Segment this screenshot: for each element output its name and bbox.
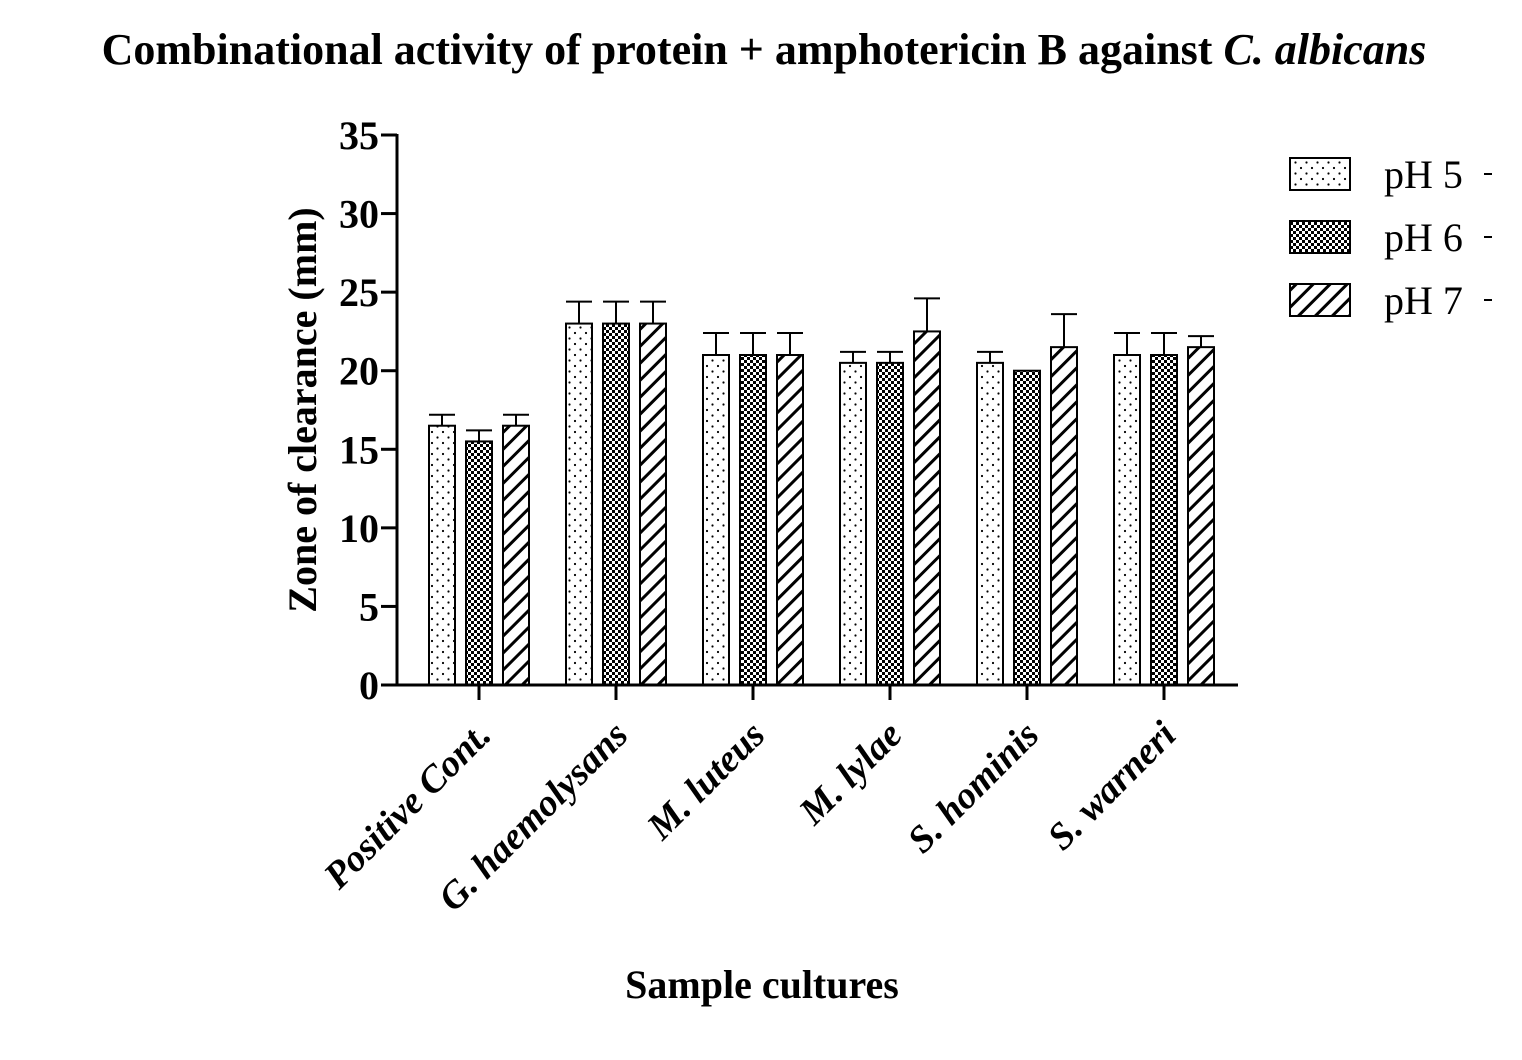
category-group [839, 297, 941, 686]
bar [702, 354, 730, 686]
bar-group [976, 350, 1004, 686]
legend-item: pH 7 [1289, 278, 1492, 323]
bar-group [502, 413, 530, 686]
bar-group [876, 350, 904, 686]
bar-group [1113, 332, 1141, 686]
bar-group [1187, 335, 1215, 686]
y-tick-label: 5 [359, 584, 379, 629]
category-group [565, 300, 667, 686]
y-axis: 0 5 10 15 20 25 30 35 [339, 113, 399, 708]
bar [913, 330, 941, 686]
y-axis-label: Zone of clearance (mm) [280, 207, 325, 612]
y-tick-label: 0 [359, 663, 379, 708]
bar-group [839, 350, 867, 686]
legend-label: pH 5 [1384, 152, 1463, 197]
bar-group [1050, 313, 1078, 686]
bar [876, 361, 904, 686]
bar [639, 322, 667, 686]
bar [739, 354, 767, 686]
y-tick-label: 20 [339, 349, 379, 394]
y-tick-label: 15 [339, 427, 379, 472]
y-tick-label: 25 [339, 270, 379, 315]
chart-title-main: Combinational activity of protein + amph… [102, 25, 1224, 74]
legend-swatch [1289, 220, 1351, 254]
legend: pH 5 pH 6 pH 7 [1289, 152, 1492, 323]
x-tick-label: S. warneri [1040, 713, 1185, 858]
bar [465, 440, 493, 686]
legend-label: pH 6 [1384, 215, 1463, 260]
x-axis-label: Sample cultures [625, 962, 899, 1007]
bar [1050, 346, 1078, 686]
legend-item: pH 6 [1289, 215, 1492, 260]
x-tick-label: M. luteus [638, 714, 773, 849]
category-group [1113, 332, 1215, 686]
y-tick-label: 30 [339, 192, 379, 237]
bar-group [913, 297, 941, 686]
category-group [976, 313, 1078, 686]
bar-group [702, 332, 730, 686]
bar [602, 322, 630, 686]
bar [1113, 354, 1141, 686]
bar [502, 424, 530, 686]
legend-swatch [1289, 283, 1351, 317]
bar-group [639, 300, 667, 686]
chart-title: Combinational activity of protein + amph… [102, 25, 1427, 74]
bar-group [602, 300, 630, 686]
bar-group [1150, 332, 1178, 686]
y-tick-label: 35 [339, 113, 379, 158]
bar [1187, 346, 1215, 686]
bar-group [565, 300, 593, 686]
legend-swatch [1289, 157, 1351, 191]
x-tick-label: S. hominis [900, 714, 1048, 862]
x-tick-label: M. lylae [790, 714, 910, 834]
bar [839, 361, 867, 686]
x-axis: Positive Cont.G. haemolysans M. luteus M. … [315, 683, 1238, 920]
bar [1150, 354, 1178, 686]
bar [776, 354, 804, 686]
category-group [702, 332, 804, 686]
bar-group [1013, 369, 1041, 686]
bar [1013, 369, 1041, 686]
y-tick-label: 10 [339, 506, 379, 551]
bar-group [465, 429, 493, 686]
legend-item: pH 5 [1289, 152, 1492, 197]
category-group [428, 413, 530, 686]
bar-group [776, 332, 804, 686]
bar [565, 322, 593, 686]
bar [976, 361, 1004, 686]
bar-group [428, 413, 456, 686]
bar [428, 424, 456, 686]
bar-group [739, 332, 767, 686]
chart-title-italic: C. albicans [1223, 25, 1426, 74]
bars [428, 297, 1215, 686]
legend-label: pH 7 [1384, 278, 1463, 323]
